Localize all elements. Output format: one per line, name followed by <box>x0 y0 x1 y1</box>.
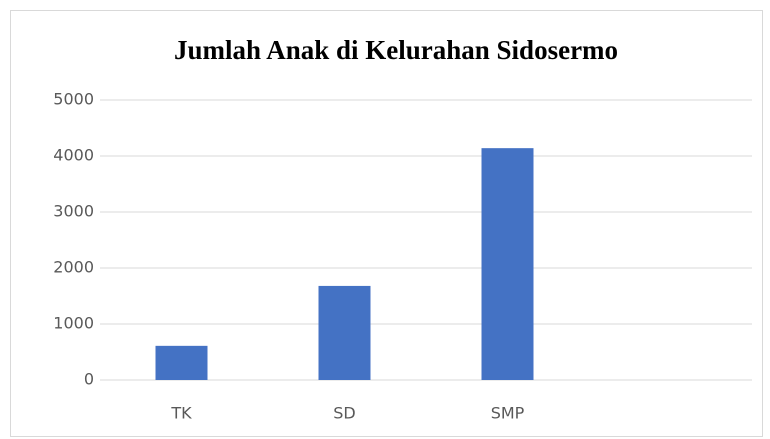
bar <box>481 148 534 380</box>
x-tick-label: TK <box>170 404 192 423</box>
y-tick-label: 3000 <box>53 202 94 221</box>
y-tick-label: 4000 <box>53 146 94 165</box>
y-tick-label: 1000 <box>53 314 94 333</box>
x-tick-label: SD <box>333 404 355 423</box>
x-tick-label: SMP <box>491 404 525 423</box>
y-tick-label: 5000 <box>53 90 94 109</box>
y-tick-label: 2000 <box>53 258 94 277</box>
chart-frame <box>10 10 763 437</box>
chart-title: Jumlah Anak di Kelurahan Sidosermo <box>174 35 618 65</box>
y-tick-label: 0 <box>84 370 94 389</box>
bar <box>155 345 208 380</box>
bar <box>318 285 371 380</box>
